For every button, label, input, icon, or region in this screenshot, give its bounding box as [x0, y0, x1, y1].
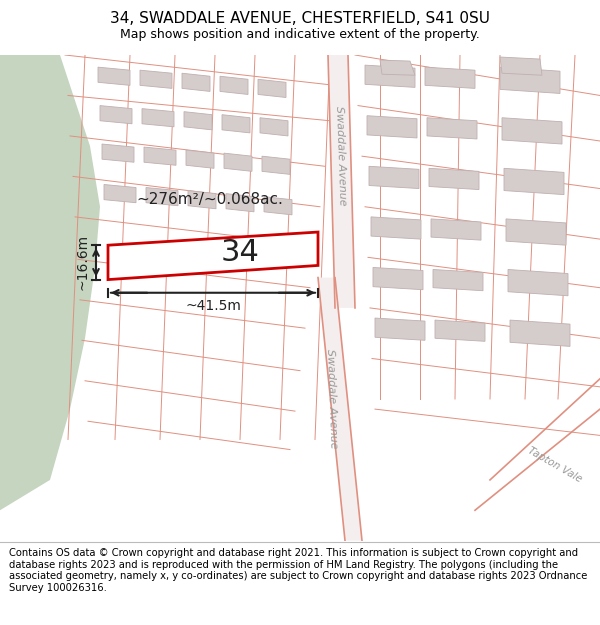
Polygon shape [369, 166, 419, 189]
Polygon shape [140, 70, 172, 88]
Polygon shape [98, 67, 130, 86]
Polygon shape [375, 318, 425, 340]
Polygon shape [425, 67, 475, 88]
Polygon shape [0, 55, 100, 510]
Polygon shape [433, 269, 483, 291]
Polygon shape [508, 269, 568, 296]
Polygon shape [431, 219, 481, 240]
Text: 34, SWADDALE AVENUE, CHESTERFIELD, S41 0SU: 34, SWADDALE AVENUE, CHESTERFIELD, S41 0… [110, 11, 490, 26]
Polygon shape [108, 232, 318, 279]
Polygon shape [142, 109, 174, 127]
Polygon shape [429, 168, 479, 189]
Polygon shape [222, 115, 250, 133]
Polygon shape [184, 112, 212, 130]
Polygon shape [100, 106, 132, 124]
Polygon shape [220, 76, 248, 94]
Text: ~16.6m: ~16.6m [76, 234, 90, 291]
Polygon shape [367, 116, 417, 138]
Polygon shape [500, 67, 560, 94]
Polygon shape [500, 57, 542, 75]
Text: Tapton Vale: Tapton Vale [526, 445, 584, 484]
Polygon shape [260, 118, 288, 136]
Text: Contains OS data © Crown copyright and database right 2021. This information is : Contains OS data © Crown copyright and d… [9, 548, 587, 593]
Polygon shape [373, 268, 423, 290]
Polygon shape [104, 184, 136, 203]
Text: ~276m²/~0.068ac.: ~276m²/~0.068ac. [137, 192, 283, 207]
Polygon shape [435, 320, 485, 341]
Text: Swaddale Avenue: Swaddale Avenue [334, 106, 348, 206]
Polygon shape [506, 219, 566, 245]
Polygon shape [188, 191, 216, 209]
Polygon shape [224, 153, 252, 171]
Polygon shape [365, 65, 415, 88]
Polygon shape [502, 118, 562, 144]
Polygon shape [146, 188, 178, 206]
Polygon shape [226, 194, 254, 212]
Text: ~41.5m: ~41.5m [185, 299, 241, 313]
Polygon shape [102, 144, 134, 162]
Polygon shape [328, 55, 355, 308]
Polygon shape [318, 278, 362, 541]
Polygon shape [504, 168, 564, 194]
Text: 34: 34 [221, 238, 259, 267]
Polygon shape [258, 79, 286, 98]
Polygon shape [262, 156, 290, 174]
Polygon shape [427, 118, 477, 139]
Polygon shape [186, 150, 214, 168]
Polygon shape [182, 73, 210, 91]
Text: Swaddale Avenue: Swaddale Avenue [325, 349, 339, 449]
Polygon shape [371, 217, 421, 239]
Polygon shape [510, 320, 570, 346]
Polygon shape [380, 60, 415, 75]
Polygon shape [144, 147, 176, 165]
Text: Map shows position and indicative extent of the property.: Map shows position and indicative extent… [120, 28, 480, 41]
Polygon shape [264, 197, 292, 215]
